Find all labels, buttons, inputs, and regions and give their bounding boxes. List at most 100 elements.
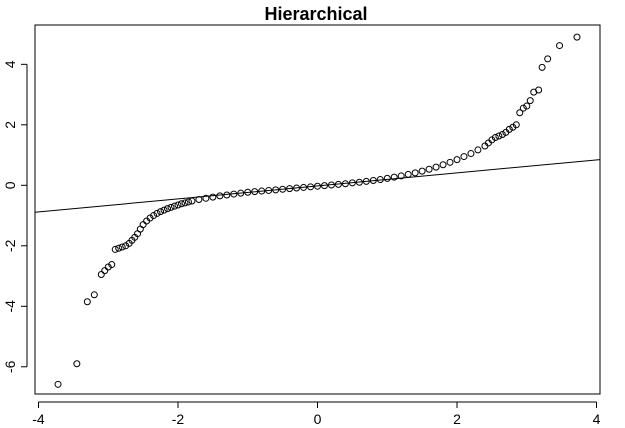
data-point xyxy=(498,130,506,138)
data-point xyxy=(209,193,217,201)
data-point xyxy=(397,172,405,180)
data-point xyxy=(418,167,426,175)
data-point xyxy=(54,380,62,388)
x-tick-label: 0 xyxy=(314,411,322,427)
y-axis: -6 -4 -2 0 2 4 xyxy=(2,60,28,373)
data-point xyxy=(460,153,468,161)
data-point xyxy=(538,63,546,71)
data-point xyxy=(146,214,154,222)
data-point xyxy=(314,182,321,190)
data-point xyxy=(153,209,161,217)
data-point xyxy=(157,208,165,216)
data-point xyxy=(446,158,454,166)
data-point xyxy=(118,243,126,251)
data-point xyxy=(83,298,91,306)
data-point xyxy=(167,203,175,211)
data-point xyxy=(488,136,496,144)
data-point xyxy=(171,202,179,210)
x-tick-label: -4 xyxy=(32,411,45,427)
y-tick-label: -6 xyxy=(2,360,18,373)
data-point xyxy=(526,97,534,105)
data-point xyxy=(369,176,377,184)
data-point xyxy=(73,360,81,368)
data-point xyxy=(505,125,513,133)
data-point xyxy=(139,221,147,229)
data-point xyxy=(390,173,398,181)
data-point xyxy=(184,198,192,206)
data-point xyxy=(160,206,168,214)
x-tick-label: 4 xyxy=(593,411,601,427)
data-point xyxy=(237,189,245,197)
data-point xyxy=(523,102,531,110)
data-point xyxy=(111,245,119,253)
x-tick-label: -2 xyxy=(172,411,185,427)
data-point xyxy=(425,165,433,173)
y-tick-label: 2 xyxy=(2,121,18,129)
x-tick-label: 2 xyxy=(453,411,461,427)
data-point xyxy=(174,201,182,209)
data-point xyxy=(516,109,524,117)
data-point xyxy=(101,267,109,275)
data-point xyxy=(279,185,287,193)
data-point xyxy=(512,121,520,129)
y-tick-label: 0 xyxy=(2,181,18,189)
data-point xyxy=(556,42,564,50)
data-point xyxy=(474,146,482,154)
data-point xyxy=(341,180,349,188)
data-point xyxy=(348,179,356,187)
data-point xyxy=(188,197,196,205)
data-points xyxy=(54,33,581,388)
data-point xyxy=(362,177,370,185)
plot-frame xyxy=(34,24,601,395)
data-point xyxy=(265,186,273,194)
y-tick-label: -4 xyxy=(2,300,18,313)
data-point xyxy=(195,196,203,204)
data-point xyxy=(327,181,335,189)
x-axis: -4 -2 0 2 4 xyxy=(32,401,601,427)
data-point xyxy=(286,185,294,193)
data-point xyxy=(164,205,172,213)
data-point xyxy=(383,174,391,182)
data-point xyxy=(320,182,328,190)
data-point xyxy=(251,188,259,196)
data-point xyxy=(307,183,315,191)
data-point xyxy=(104,263,112,271)
y-tick-label: -2 xyxy=(2,239,18,252)
chart-title: Hierarchical xyxy=(264,4,367,24)
data-point xyxy=(177,200,185,208)
data-point xyxy=(202,194,210,202)
data-point xyxy=(230,190,238,198)
y-tick-label: 4 xyxy=(2,60,18,68)
data-point xyxy=(453,156,461,164)
data-point xyxy=(376,176,384,184)
data-point xyxy=(355,178,363,186)
data-point xyxy=(404,170,412,178)
data-point xyxy=(544,55,552,63)
data-point xyxy=(439,161,447,169)
data-point xyxy=(115,244,123,252)
data-point xyxy=(519,104,527,112)
data-point xyxy=(258,187,266,195)
data-point xyxy=(216,192,224,200)
data-point xyxy=(495,132,503,140)
data-point xyxy=(181,199,189,207)
data-point xyxy=(122,242,130,250)
data-point xyxy=(223,191,231,199)
data-point xyxy=(334,180,342,188)
data-point xyxy=(509,123,517,131)
data-point xyxy=(108,261,116,269)
data-point xyxy=(300,183,308,191)
data-point xyxy=(535,86,543,94)
data-point xyxy=(491,134,499,142)
reference-line xyxy=(34,159,601,213)
data-point xyxy=(272,186,280,194)
data-point xyxy=(293,184,301,192)
data-point xyxy=(432,163,440,171)
data-point xyxy=(573,33,581,41)
data-point xyxy=(411,169,419,177)
data-point xyxy=(244,188,252,196)
data-point xyxy=(467,150,475,158)
data-point xyxy=(90,291,98,299)
data-point xyxy=(150,212,158,220)
